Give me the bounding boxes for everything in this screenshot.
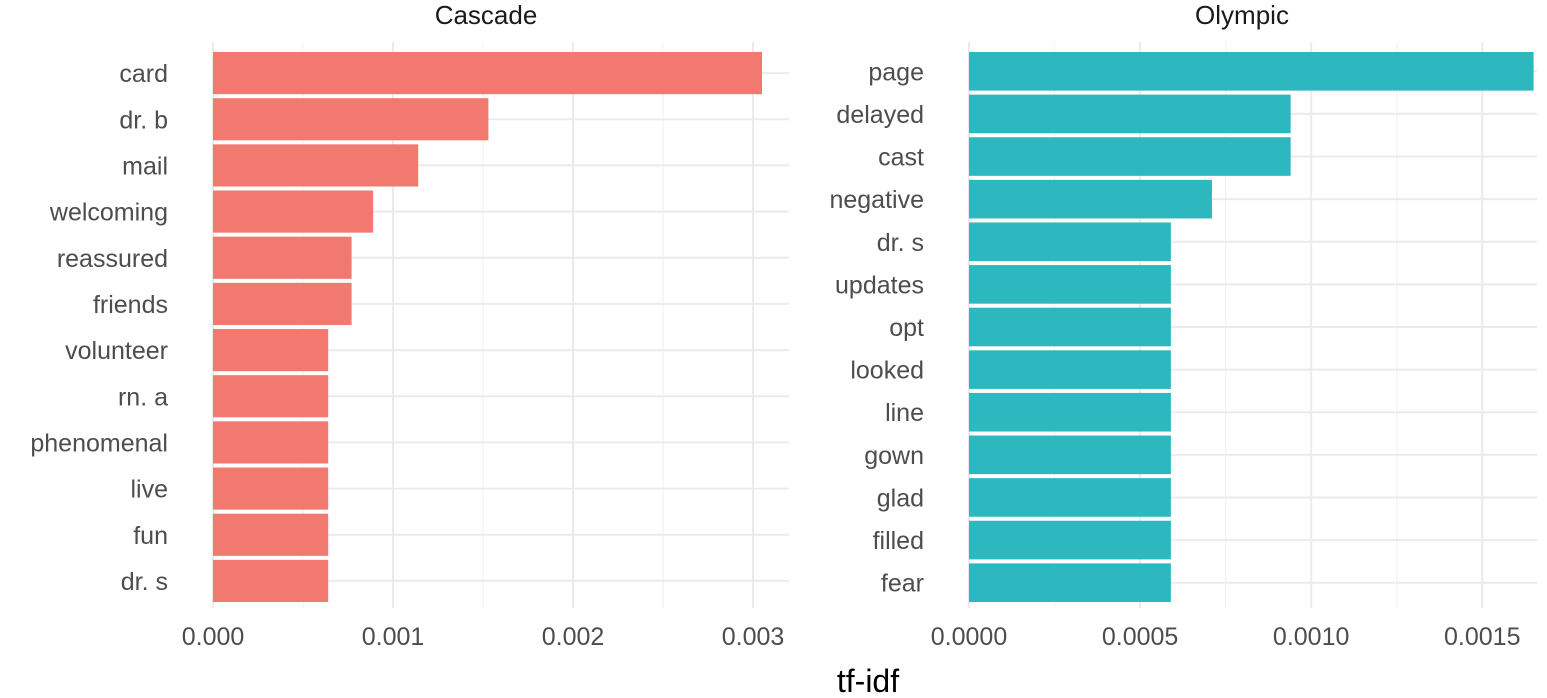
olympic-x-tick-label: 0.0005: [1102, 623, 1178, 651]
cascade-category-label: live: [130, 476, 168, 504]
olympic-x-tick-label: 0.0010: [1273, 623, 1349, 651]
cascade-facet-title: Cascade: [435, 0, 538, 30]
olympic-bar: [969, 222, 1171, 262]
olympic-category-label: dr. s: [877, 229, 924, 257]
olympic-bar: [969, 520, 1171, 560]
cascade-category-label: phenomenal: [30, 429, 168, 457]
cascade-bar: [213, 236, 352, 279]
cascade-category-label: dr. b: [119, 106, 168, 134]
cascade-category-label: rn. a: [118, 383, 168, 411]
cascade-category-label: reassured: [57, 245, 168, 273]
cascade-x-tick-label: 0.000: [182, 623, 245, 651]
olympic-category-label: glad: [877, 484, 924, 512]
olympic-x-tick-label: 0.0000: [931, 623, 1007, 651]
olympic-category-label: updates: [835, 271, 924, 299]
x-axis-label: tf-idf: [837, 663, 899, 698]
cascade-bar: [213, 329, 329, 372]
olympic-facet-title: Olympic: [1195, 0, 1289, 30]
cascade-bar: [213, 467, 329, 510]
olympic-bar: [969, 307, 1171, 347]
olympic-bar: [969, 563, 1171, 602]
olympic-bar: [969, 350, 1171, 389]
cascade-bar: [213, 559, 329, 602]
olympic-bar: [969, 94, 1291, 134]
olympic-category-label: gown: [864, 442, 924, 470]
cascade-x-tick-label: 0.002: [542, 623, 605, 651]
cascade-category-label: fun: [133, 522, 168, 550]
olympic-category-label: delayed: [836, 101, 924, 129]
cascade-bar: [213, 144, 419, 187]
cascade-category-label: dr. s: [121, 568, 168, 596]
cascade-bar: [213, 52, 762, 95]
olympic-category-label: negative: [829, 186, 924, 214]
cascade-category-label: card: [119, 60, 168, 88]
olympic-bar: [969, 392, 1171, 432]
olympic-bar: [969, 137, 1291, 176]
cascade-x-tick-label: 0.003: [722, 623, 785, 651]
olympic-category-label: filled: [873, 527, 924, 555]
olympic-category-label: cast: [878, 144, 924, 172]
olympic-category-label: opt: [889, 314, 924, 342]
olympic-category-label: page: [868, 58, 924, 86]
olympic-bar: [969, 179, 1212, 219]
cascade-bar: [213, 513, 329, 556]
olympic-bar: [969, 478, 1171, 517]
cascade-bar: [213, 98, 489, 141]
cascade-category-label: volunteer: [65, 337, 168, 365]
olympic-category-label: looked: [850, 357, 924, 385]
olympic-bar: [969, 52, 1534, 91]
cascade-bar: [213, 190, 374, 233]
cascade-bar: [213, 282, 352, 325]
cascade-category-label: mail: [122, 152, 168, 180]
cascade-category-label: friends: [93, 291, 168, 319]
olympic-category-label: fear: [881, 570, 924, 598]
olympic-category-label: line: [885, 399, 924, 427]
cascade-bar: [213, 375, 329, 418]
olympic-x-tick-label: 0.0015: [1444, 623, 1520, 651]
olympic-bar: [969, 265, 1171, 304]
olympic-bar: [969, 435, 1171, 475]
cascade-bar: [213, 421, 329, 464]
cascade-category-label: welcoming: [49, 199, 168, 227]
cascade-x-tick-label: 0.001: [362, 623, 425, 651]
